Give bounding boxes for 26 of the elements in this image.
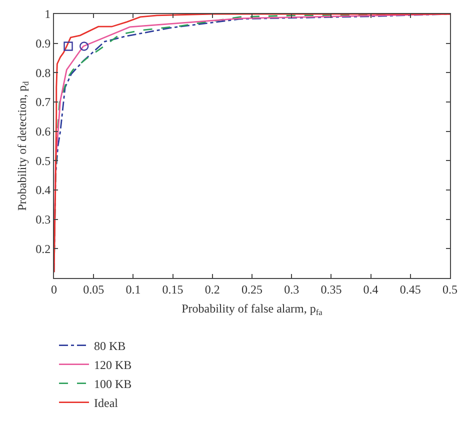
y-tick-label: 0.6: [36, 124, 51, 139]
line-series: [54, 14, 450, 273]
x-tick-label: 0.45: [400, 282, 421, 296]
legend-label: 120 KB: [94, 358, 132, 372]
x-tick-label: 0.25: [242, 282, 262, 296]
x-tick-label: 0.35: [320, 282, 342, 296]
y-tick-label: 0.3: [36, 212, 51, 227]
y-tick-label: 0.5: [36, 154, 51, 168]
legend-label: 80 KB: [94, 338, 126, 353]
x-axis-title: Probability of false alarm, p$_{fa}$: [182, 301, 323, 317]
x-tick-label: 0.4: [363, 282, 378, 296]
y-tick-label: 0.9: [36, 36, 51, 51]
y-tick-label: 0.7: [36, 95, 51, 110]
x-tick-label: 0.5: [442, 282, 458, 296]
x-tick-label: 0: [51, 282, 57, 296]
x-tick-label: 0.15: [162, 282, 184, 296]
y-tick-label: 0.2: [36, 242, 51, 256]
x-tick-label: 0.1: [126, 282, 141, 296]
legend-label: Ideal: [94, 396, 119, 410]
legend-label: 100 KB: [94, 376, 132, 391]
x-tick-label: 0.3: [284, 282, 300, 296]
x-tick-label: 0.2: [204, 282, 220, 296]
y-tick-label: 0.4: [36, 183, 51, 198]
x-tick-label: 0.05: [83, 282, 104, 296]
y-tick-label: 1: [44, 7, 51, 22]
y-tick-label: 0.8: [36, 66, 51, 80]
